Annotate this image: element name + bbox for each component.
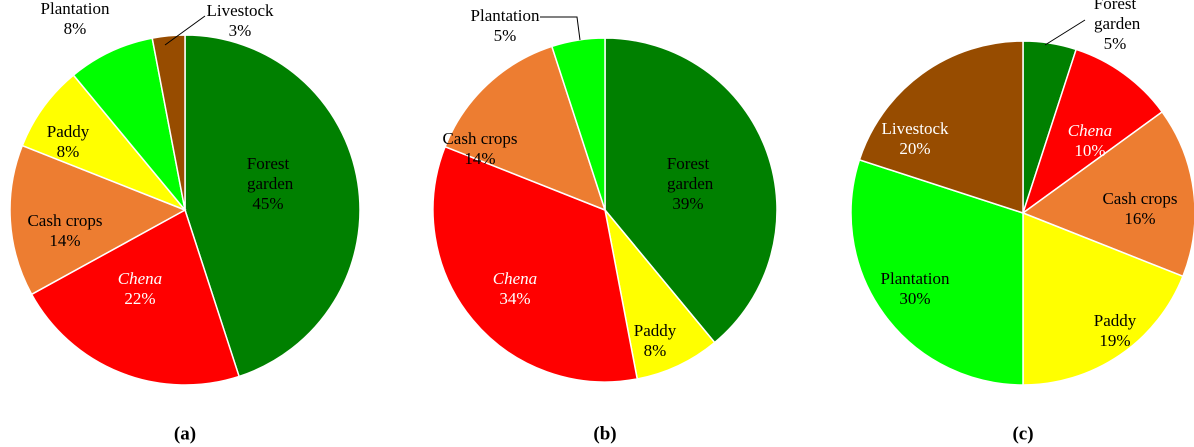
pie-slice	[1022, 211, 1184, 386]
slice-label: Paddy	[1094, 311, 1137, 330]
leader-line	[1044, 19, 1086, 46]
slice-label: Chena	[1068, 121, 1112, 140]
pie-slice	[1021, 48, 1164, 215]
slice-value-label: 20%	[899, 139, 930, 158]
slice-value-label: 19%	[1099, 331, 1130, 350]
slice-label: Chena	[493, 269, 537, 288]
pie-slice	[604, 37, 778, 344]
chart-title: (a)	[174, 423, 196, 444]
slice-value-label: 22%	[124, 289, 155, 308]
slice-label: Chena	[118, 269, 162, 288]
slice-label: Forest garden	[663, 154, 714, 193]
slice-label: Paddy	[47, 122, 90, 141]
slice-label: Forest garden	[1090, 0, 1141, 33]
slice-value-label: 8%	[64, 19, 87, 38]
pie-slice	[9, 144, 187, 296]
slice-value-label: 5%	[494, 26, 517, 45]
pie-slice	[184, 34, 361, 378]
chart-title: (b)	[593, 423, 616, 444]
slice-label: Livestock	[206, 1, 274, 20]
pie-slice	[30, 208, 241, 386]
slice-value-label: 30%	[899, 289, 930, 308]
pie-slice	[151, 34, 186, 211]
slice-label: Cash crops	[1102, 189, 1177, 208]
pie-slice	[550, 37, 606, 211]
slice-value-label: 45%	[252, 194, 283, 213]
slice-value-label: 16%	[1124, 209, 1155, 228]
slice-label: Paddy	[634, 321, 677, 340]
slice-value-label: 14%	[49, 231, 80, 250]
leader-line	[540, 16, 581, 41]
slice-label: Cash crops	[27, 211, 102, 230]
slice-label: Plantation	[471, 6, 540, 25]
pie-slice	[850, 158, 1024, 386]
slice-value-label: 39%	[672, 194, 703, 213]
slice-value-label: 10%	[1074, 141, 1105, 160]
slice-value-label: 3%	[229, 21, 252, 40]
slice-value-label: 34%	[499, 289, 530, 308]
slice-value-label: 14%	[464, 149, 495, 168]
slice-label: Cash crops	[442, 129, 517, 148]
leader-line	[164, 15, 206, 46]
pie-slice	[432, 145, 639, 383]
slice-label: Plantation	[881, 269, 950, 288]
slice-value-label: 8%	[644, 341, 667, 360]
slice-label: Livestock	[881, 119, 949, 138]
slice-label: Plantation	[41, 0, 110, 18]
slice-value-label: 5%	[1104, 34, 1127, 53]
slice-label: Forest garden	[243, 154, 294, 193]
pie-slice	[858, 40, 1024, 215]
chart-title: (c)	[1012, 423, 1033, 444]
slice-value-label: 8%	[57, 142, 80, 161]
